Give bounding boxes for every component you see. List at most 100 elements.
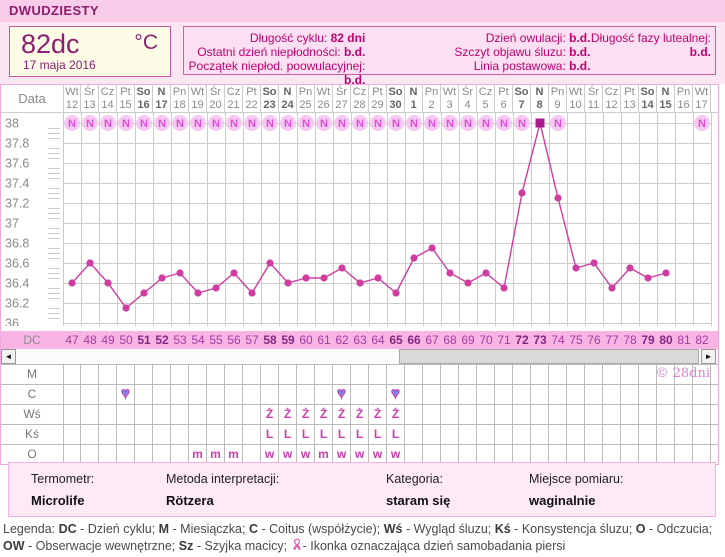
symbol-cell [459, 385, 477, 404]
dc-cell: 79 [641, 333, 655, 347]
symbol-cell [477, 365, 495, 384]
symbol-cell [153, 445, 171, 464]
symbol-cell [279, 365, 297, 384]
symbol-cell: w [297, 445, 315, 464]
symbol-cell [549, 365, 567, 384]
symbol-cell [603, 385, 621, 404]
symbol-cell [513, 405, 531, 424]
symbol-cell [135, 365, 153, 384]
dc-cell: 81 [677, 333, 691, 347]
dc-cell: 60 [299, 333, 313, 347]
symbol-cell: m [225, 445, 243, 464]
symbol-cell [441, 405, 459, 424]
temperature-point [338, 264, 346, 272]
scroll-right-button[interactable]: ► [701, 349, 716, 364]
temperature-point [500, 284, 508, 292]
symbol-cell: Ż [333, 405, 351, 424]
symbol-cell [369, 365, 387, 384]
dc-cell: 51 [137, 333, 151, 347]
symbol-cell [189, 365, 207, 384]
disturbed-day-badge [334, 115, 350, 131]
symbol-cell: ♥ [387, 385, 405, 404]
symbol-cell [81, 405, 99, 424]
heart-icon: ♥ [121, 385, 131, 403]
symbol-cell [657, 365, 675, 384]
disturbed-day-badge [154, 115, 170, 131]
symbol-cell [693, 385, 711, 404]
symbol-cell: ♥ [333, 385, 351, 404]
temperature-point [140, 289, 148, 297]
footer-field-value: Microlife [31, 493, 85, 508]
temperature-point [212, 284, 220, 292]
y-axis-label: 36.2 [5, 297, 29, 311]
n-badge-letter: N [374, 118, 382, 130]
dc-axis-label: DC [23, 333, 41, 347]
symbol-cell [117, 365, 135, 384]
disturbed-day-badge [442, 115, 458, 131]
footer-field-label: Metoda interpretacji: [166, 472, 280, 486]
date-cell: Wt 10 [567, 85, 585, 112]
symbol-cell [477, 445, 495, 464]
symbol-cell: ♥ [117, 385, 135, 404]
chart-scrollbar[interactable]: ◄ ► [1, 349, 718, 364]
temperature-point [86, 259, 94, 267]
page-title: DWUDZIESTY [0, 0, 725, 22]
symbol-cell [459, 425, 477, 444]
info-line: Długość cyklu: 82 dni [249, 31, 366, 45]
n-badge-letter: N [392, 118, 400, 130]
info-value: b.d. [569, 31, 591, 45]
symbol-cell [63, 425, 81, 444]
legend-text: DC [58, 522, 77, 536]
symbol-cell [369, 385, 387, 404]
symbol-cell [477, 425, 495, 444]
symbol-cell [405, 405, 423, 424]
symbol-cell [567, 405, 585, 424]
symbol-cell [549, 385, 567, 404]
date-cell: Śr 13 [81, 85, 99, 112]
dc-cell: 80 [659, 333, 673, 347]
info-column: Dzień owulacji: b.d. Szczyt objawu śluzu:… [365, 31, 590, 74]
symbol-cell [675, 445, 693, 464]
symbol-cell [171, 385, 189, 404]
n-badge-letter: N [302, 118, 310, 130]
date-axis-row: Data Wt 12 Śr 13 Cz 14 Pt 15 So 16 N 17 Pn 18 Wt 19 Śr 20… [1, 85, 718, 113]
date-cell: Pn 25 [297, 85, 315, 112]
symbol-cell [693, 405, 711, 424]
disturbed-day-badge [280, 115, 296, 131]
n-badge-letter: N [248, 118, 256, 130]
symbol-cell [567, 425, 585, 444]
symbol-cell [423, 385, 441, 404]
dc-cell: 58 [263, 333, 277, 347]
observation-row: C ♥ ♥ ♥ [1, 385, 718, 405]
symbol-cell [513, 445, 531, 464]
disturbed-day-badge [694, 115, 710, 131]
n-badge-letter: N [518, 118, 526, 130]
symbol-cell [621, 405, 639, 424]
temperature-point [464, 279, 472, 287]
symbol-cell [531, 445, 549, 464]
disturbed-day-badge [496, 115, 512, 131]
info-value: b.d. [343, 45, 366, 59]
dc-cell: 69 [461, 333, 475, 347]
n-badge-letter: N [212, 118, 220, 130]
symbol-cell [621, 385, 639, 404]
dc-cell: 54 [191, 333, 205, 347]
info-column: Długość cyklu: 82 dni Ostatni dzień niepł… [184, 31, 366, 87]
info-value: b.d. [689, 45, 711, 59]
scroll-left-button[interactable]: ◄ [1, 349, 16, 364]
date-cell: Śr 4 [459, 85, 477, 112]
date-cell: So 7 [513, 85, 531, 112]
info-value: b.d. [343, 73, 366, 87]
dc-cell: 64 [371, 333, 385, 347]
symbol-cell [243, 425, 261, 444]
symbol-cell [603, 445, 621, 464]
symbol-cell [675, 425, 693, 444]
scrollbar-thumb[interactable] [399, 349, 699, 364]
heart-icon: ♥ [391, 385, 401, 403]
symbol-cell [693, 445, 711, 464]
copyright-text: © 28dni [655, 366, 710, 381]
legend-text: Sz [178, 539, 194, 553]
dc-cell: 49 [101, 333, 115, 347]
legend-text: - Coitus (współżycie); [257, 522, 384, 536]
